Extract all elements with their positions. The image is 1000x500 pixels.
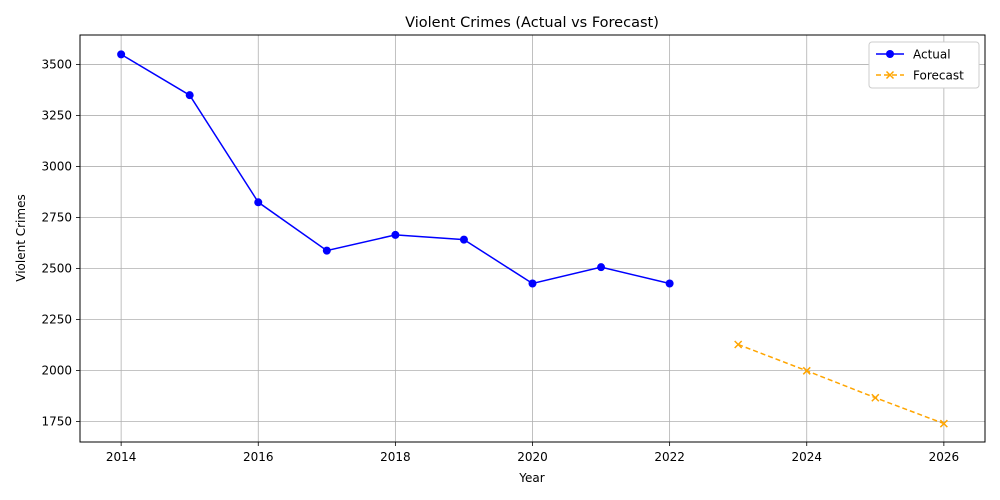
data-point-actual <box>254 198 263 207</box>
data-point-actual <box>322 246 331 255</box>
data-point-actual <box>459 235 468 244</box>
y-tick-label: 1750 <box>41 415 72 429</box>
legend-label-forecast: Forecast <box>913 69 964 83</box>
chart-title: Violent Crimes (Actual vs Forecast) <box>405 15 659 31</box>
data-point-actual <box>597 263 606 272</box>
x-axis: 2014 2016 2018 2020 2022 2024 2026 <box>106 442 959 464</box>
x-tick-label: 2026 <box>929 450 960 464</box>
y-tick-label: 2750 <box>41 211 72 225</box>
y-axis: 1750 2000 2250 2500 2750 3000 3250 3500 <box>41 58 80 429</box>
series-line-forecast <box>737 343 945 425</box>
y-tick-label: 2500 <box>41 262 72 276</box>
series-layer <box>117 50 948 428</box>
x-tick-label: 2018 <box>380 450 411 464</box>
data-point-actual <box>117 50 126 59</box>
x-tick-label: 2016 <box>243 450 274 464</box>
legend-label-actual: Actual <box>913 48 951 62</box>
x-tick-label: 2022 <box>654 450 685 464</box>
data-point-actual <box>185 91 194 100</box>
y-tick-label: 3000 <box>41 160 72 174</box>
y-axis-label: Violent Crimes <box>14 194 28 281</box>
y-tick-label: 2250 <box>41 313 72 327</box>
grid <box>80 35 985 442</box>
data-point-forecast <box>734 340 743 349</box>
x-tick-label: 2020 <box>517 450 548 464</box>
data-point-forecast <box>871 393 880 402</box>
y-tick-label: 3250 <box>41 109 72 123</box>
legend-marker-forecast <box>885 70 895 80</box>
data-point-forecast <box>802 366 811 375</box>
legend: Actual Forecast <box>868 41 980 89</box>
x-axis-label: Year <box>518 471 544 485</box>
data-point-actual <box>528 279 537 288</box>
data-point-forecast <box>939 419 948 428</box>
legend-marker-actual <box>886 50 894 58</box>
data-point-actual <box>391 230 400 239</box>
x-tick-label: 2014 <box>106 450 137 464</box>
y-tick-label: 2000 <box>41 364 72 378</box>
y-tick-label: 3500 <box>41 58 72 72</box>
data-point-actual <box>665 279 674 288</box>
x-tick-label: 2024 <box>791 450 822 464</box>
